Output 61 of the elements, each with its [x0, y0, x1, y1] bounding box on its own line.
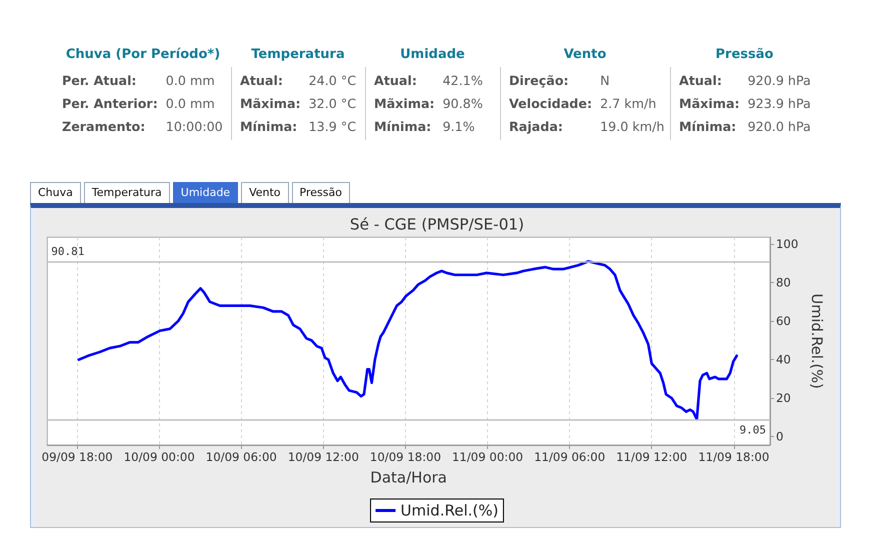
- text: 920.0 hPa: [748, 118, 811, 136]
- text: 42.1%: [442, 72, 483, 90]
- text: 19.0 km/h: [600, 118, 664, 136]
- category-label: Pressão: [714, 46, 774, 64]
- text: 24.0 °C: [308, 72, 356, 90]
- text: 90.8%: [442, 94, 483, 112]
- text: Rajada:: [509, 118, 564, 136]
- category-label: Chuva (Por Período*): [64, 46, 222, 64]
- text: Mãxima:: [240, 94, 301, 112]
- ref-line-label: 9.05: [740, 423, 766, 436]
- text: Mínima:: [679, 118, 738, 136]
- x-tick-label: 11/09 12:00: [616, 450, 688, 464]
- tab[interactable]: Chuva: [30, 182, 81, 203]
- text: 9.1%: [442, 118, 476, 136]
- y2-tick-label: 20: [776, 391, 791, 406]
- x-tick-label: 10/09 00:00: [124, 450, 195, 464]
- ref-line-label: 90.81: [51, 244, 84, 258]
- x-tick-label: 09/09 18:00: [42, 450, 113, 464]
- y2-axis-title: Umid.Rel.(%): [808, 294, 826, 389]
- text: Zeramento:: [62, 118, 146, 136]
- text: Mãxima:: [679, 94, 740, 112]
- tab[interactable]: Pressão: [292, 182, 350, 203]
- tab[interactable]: Umidade: [172, 182, 238, 203]
- x-tick-label: 10/09 12:00: [288, 450, 359, 464]
- text: N: [600, 72, 611, 90]
- text: Atual:: [679, 72, 723, 90]
- text: Velocidade:: [509, 94, 592, 112]
- x-axis-title: Data/Hora: [370, 468, 447, 486]
- y2-tick-label: 0: [776, 430, 784, 444]
- x-tick-label: 11/09 00:00: [452, 450, 524, 464]
- y2-tick-label: 60: [776, 314, 791, 328]
- text: Per. Atual:: [62, 72, 138, 90]
- text: Mínima:: [240, 118, 298, 136]
- text: Mínima:: [374, 118, 432, 136]
- text: Direção:: [509, 72, 570, 90]
- text: Per. Anterior:: [62, 94, 158, 112]
- y2-tick-label: 80: [776, 276, 791, 290]
- text: Atual:: [240, 72, 284, 90]
- x-tick-label: 11/09 18:00: [698, 450, 770, 464]
- category-label: Umidade: [399, 46, 466, 64]
- text: Mãxima:: [374, 94, 435, 112]
- category-label: Vento: [562, 46, 608, 64]
- x-tick-label: 10/09 18:00: [370, 450, 441, 464]
- x-tick-label: 11/09 06:00: [534, 450, 606, 464]
- category-label: Temperatura: [250, 46, 346, 64]
- text: 923.9 hPa: [748, 94, 811, 112]
- legend-label: Umid.Rel.(%): [400, 502, 498, 520]
- tab[interactable]: Temperatura: [84, 182, 170, 203]
- chart-title: Sé - CGE (PMSP/SE-01): [350, 216, 524, 234]
- text: 32.0 °C: [308, 94, 356, 112]
- y2-tick-label: 40: [776, 352, 791, 367]
- text: 0.0 mm: [166, 94, 216, 112]
- text: 13.9 °C: [308, 118, 356, 136]
- x-tick-label: 10/09 06:00: [206, 450, 277, 464]
- text: 10:00:00: [166, 118, 223, 136]
- text: Atual:: [374, 72, 418, 90]
- tab[interactable]: Vento: [241, 182, 289, 203]
- text: 2.7 km/h: [600, 94, 658, 112]
- y2-tick-label: 100: [776, 237, 798, 252]
- text: 920.9 hPa: [748, 72, 811, 90]
- text: 0.0 mm: [166, 72, 216, 90]
